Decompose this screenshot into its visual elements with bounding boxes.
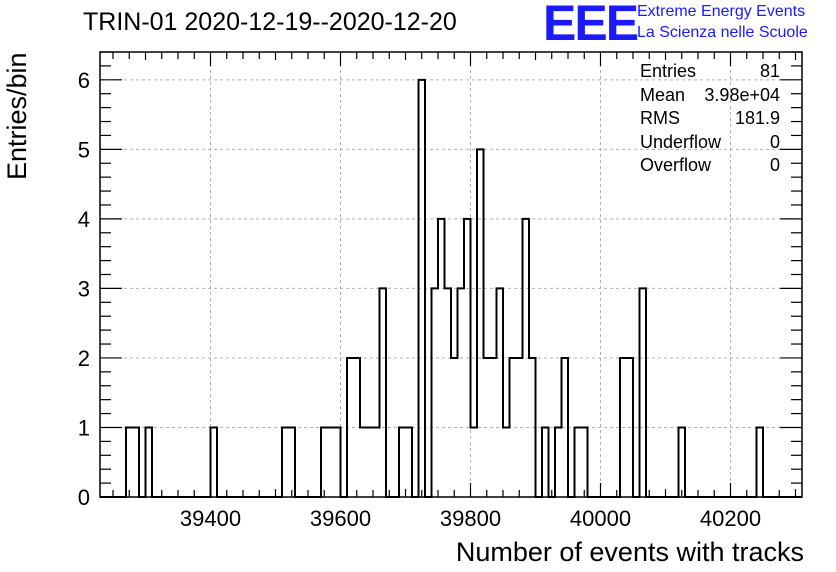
histogram-bin bbox=[497, 288, 504, 497]
histogram-bin bbox=[354, 358, 361, 497]
eee-logo-icon: EEE bbox=[543, 0, 639, 51]
histogram-bin bbox=[126, 427, 133, 497]
x-tick-label: 40000 bbox=[570, 506, 631, 531]
stats-label: Entries bbox=[640, 61, 697, 81]
chart-title: TRIN-01 2020-12-19--2020-12-20 bbox=[83, 8, 457, 36]
histogram-bin bbox=[458, 288, 465, 497]
y-tick-label: 3 bbox=[78, 276, 90, 301]
histogram-bin bbox=[146, 427, 153, 497]
histogram-bin bbox=[328, 427, 335, 497]
stats-label: Overflow bbox=[640, 155, 712, 175]
stats-row-rms: RMS 181.9 bbox=[640, 107, 780, 131]
histogram-bin bbox=[133, 427, 140, 497]
y-tick-label: 6 bbox=[78, 68, 90, 93]
stats-label: RMS bbox=[640, 108, 680, 128]
x-tick-label: 39800 bbox=[440, 506, 501, 531]
stats-row-entries: Entries 81 bbox=[640, 60, 780, 84]
histogram-bin bbox=[640, 288, 647, 497]
histogram-bin bbox=[490, 358, 497, 497]
histogram-bin bbox=[529, 358, 536, 497]
logo-text-line2: La Scienza nelle Scuole bbox=[637, 24, 808, 41]
histogram-bin bbox=[627, 358, 634, 497]
y-tick-label: 1 bbox=[78, 415, 90, 440]
x-tick-label: 39400 bbox=[180, 506, 241, 531]
y-tick-label: 5 bbox=[78, 137, 90, 162]
histogram-bin bbox=[555, 427, 562, 497]
histogram-bin bbox=[360, 427, 367, 497]
histogram-bin bbox=[523, 219, 530, 497]
histogram-bin bbox=[438, 219, 445, 497]
histogram-bin bbox=[289, 427, 296, 497]
histogram-bin bbox=[419, 80, 426, 497]
histogram-bin bbox=[581, 427, 588, 497]
y-tick-label: 0 bbox=[78, 485, 90, 510]
histogram-bin bbox=[464, 219, 471, 497]
y-tick-label: 4 bbox=[78, 207, 90, 232]
histogram-bin bbox=[406, 427, 413, 497]
histogram-bin bbox=[445, 288, 452, 497]
stats-label: Underflow bbox=[640, 131, 722, 152]
logo-text-line1: Extreme Energy Events bbox=[637, 3, 806, 20]
histogram-bin bbox=[575, 427, 582, 497]
histogram-bin bbox=[399, 427, 406, 497]
histogram-bin bbox=[679, 427, 686, 497]
histogram-bin bbox=[757, 427, 764, 497]
stats-row-overflow: Overflow 0 bbox=[640, 154, 780, 178]
y-axis-label: Entries/bin bbox=[2, 52, 32, 180]
histogram-bin bbox=[451, 358, 458, 497]
stats-value: 81 bbox=[759, 61, 780, 81]
x-tick-label: 40200 bbox=[700, 506, 761, 531]
histogram-bin bbox=[510, 358, 517, 497]
stats-value: 181.9 bbox=[734, 108, 780, 128]
histogram-bin bbox=[432, 288, 439, 497]
stats-row-mean: Mean 3.98e+04 bbox=[640, 84, 780, 108]
histogram-bin bbox=[562, 358, 569, 497]
histogram-bin bbox=[321, 427, 328, 497]
stats-row-underflow: Underflow 0 bbox=[640, 131, 780, 155]
histogram-bin bbox=[484, 358, 491, 497]
x-tick-label: 39600 bbox=[310, 506, 371, 531]
y-tick-label: 2 bbox=[78, 346, 90, 371]
stats-value: 3.98e+04 bbox=[704, 84, 780, 105]
histogram-bin bbox=[503, 427, 510, 497]
histogram-bin bbox=[367, 427, 374, 497]
histogram-bin bbox=[620, 358, 627, 497]
stats-value: 0 bbox=[769, 155, 780, 175]
histogram-bin bbox=[373, 427, 380, 497]
histogram-bin bbox=[471, 427, 478, 497]
x-axis-label: Number of events with tracks bbox=[455, 537, 804, 567]
stats-value: 0 bbox=[769, 131, 780, 152]
stats-label: Mean bbox=[640, 84, 686, 105]
histogram-bin bbox=[380, 288, 387, 497]
histogram-bin bbox=[542, 427, 549, 497]
histogram-bin bbox=[334, 427, 341, 497]
histogram-bin bbox=[211, 427, 218, 497]
histogram-bin bbox=[477, 149, 484, 497]
histogram-bin bbox=[282, 427, 289, 497]
histogram-bin bbox=[347, 358, 354, 497]
stats-box: Entries 81 Mean 3.98e+04 RMS 181.9 Under… bbox=[640, 60, 780, 178]
histogram-bin bbox=[516, 358, 523, 497]
